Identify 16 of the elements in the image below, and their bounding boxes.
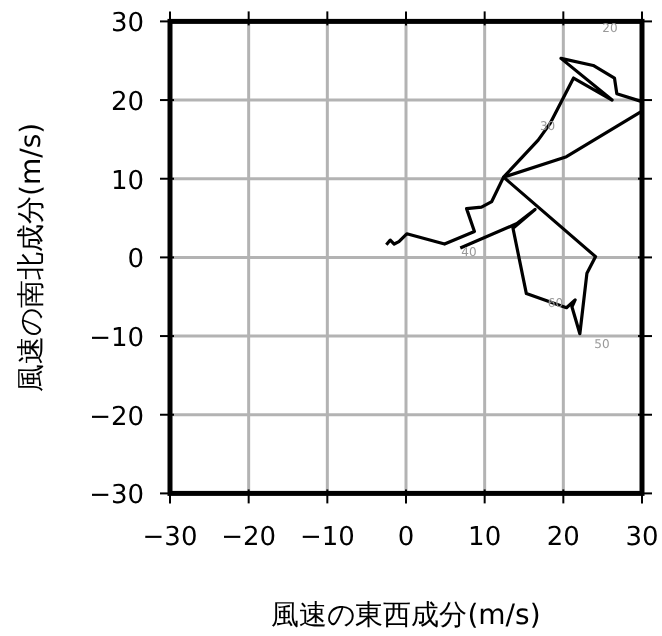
x-tick-label: −20 bbox=[221, 523, 277, 554]
y-tick-label: 0 bbox=[127, 245, 144, 276]
y-tick-label: −20 bbox=[89, 402, 144, 433]
x-tick-label: 10 bbox=[468, 523, 502, 554]
x-tick-label: 30 bbox=[625, 523, 659, 554]
y-tick-label: 30 bbox=[110, 9, 144, 40]
y-tick-label: 20 bbox=[110, 88, 144, 119]
y-tick-label: −30 bbox=[89, 481, 144, 512]
y-axis-title: 風速の南北成分(m/s) bbox=[16, 122, 48, 392]
y-tick-label: 10 bbox=[110, 166, 144, 197]
x-tick-label: 0 bbox=[397, 523, 415, 554]
x-tick-label: −10 bbox=[299, 523, 355, 554]
x-axis-title: 風速の東西成分(m/s) bbox=[271, 600, 541, 632]
y-tick-label: −10 bbox=[89, 324, 144, 355]
x-tick-label: 20 bbox=[546, 523, 580, 554]
x-tick-label: −30 bbox=[142, 523, 198, 554]
